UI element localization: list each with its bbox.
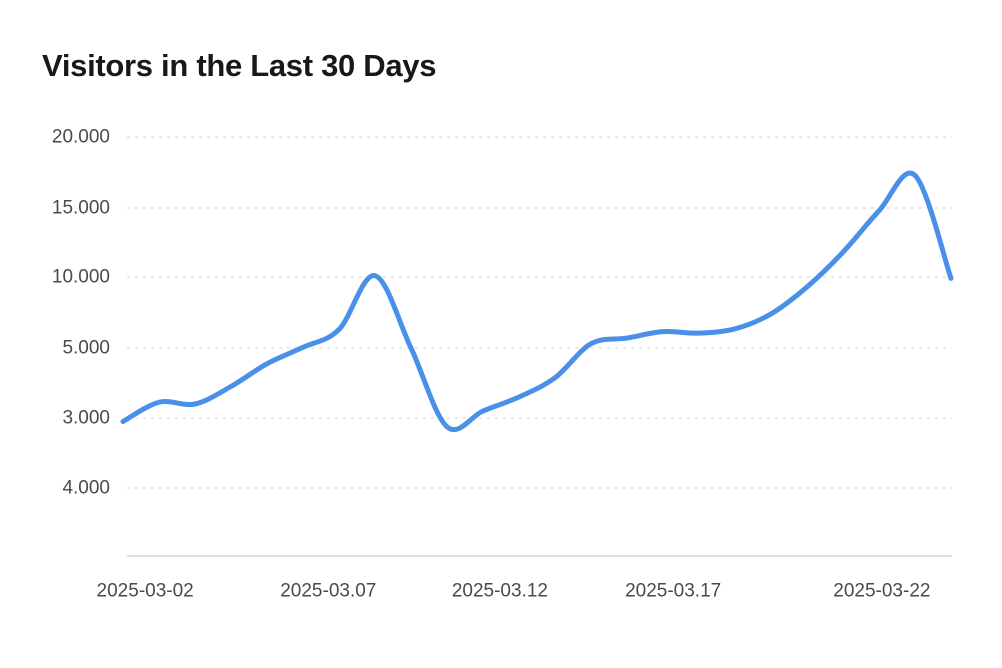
- y-tick-label: 5.000: [62, 338, 110, 359]
- y-tick-label: 4.000: [62, 478, 110, 499]
- x-tick-label: 2025-03.07: [280, 581, 376, 602]
- y-tick-label: 10.000: [52, 267, 110, 288]
- y-tick-label: 3.000: [62, 408, 110, 429]
- x-tick-label: 2025-03.12: [452, 581, 548, 602]
- visitors-series-line: [120, 170, 954, 432]
- chart-title: Visitors in the Last 30 Days: [42, 48, 437, 83]
- y-tick-label: 15.000: [52, 198, 110, 219]
- x-tick-label: 2025-03-02: [97, 581, 194, 602]
- x-tick-label: 2025-03-22: [833, 581, 930, 602]
- y-tick-label: 20.000: [52, 127, 110, 148]
- x-tick-label: 2025-03.17: [625, 581, 721, 602]
